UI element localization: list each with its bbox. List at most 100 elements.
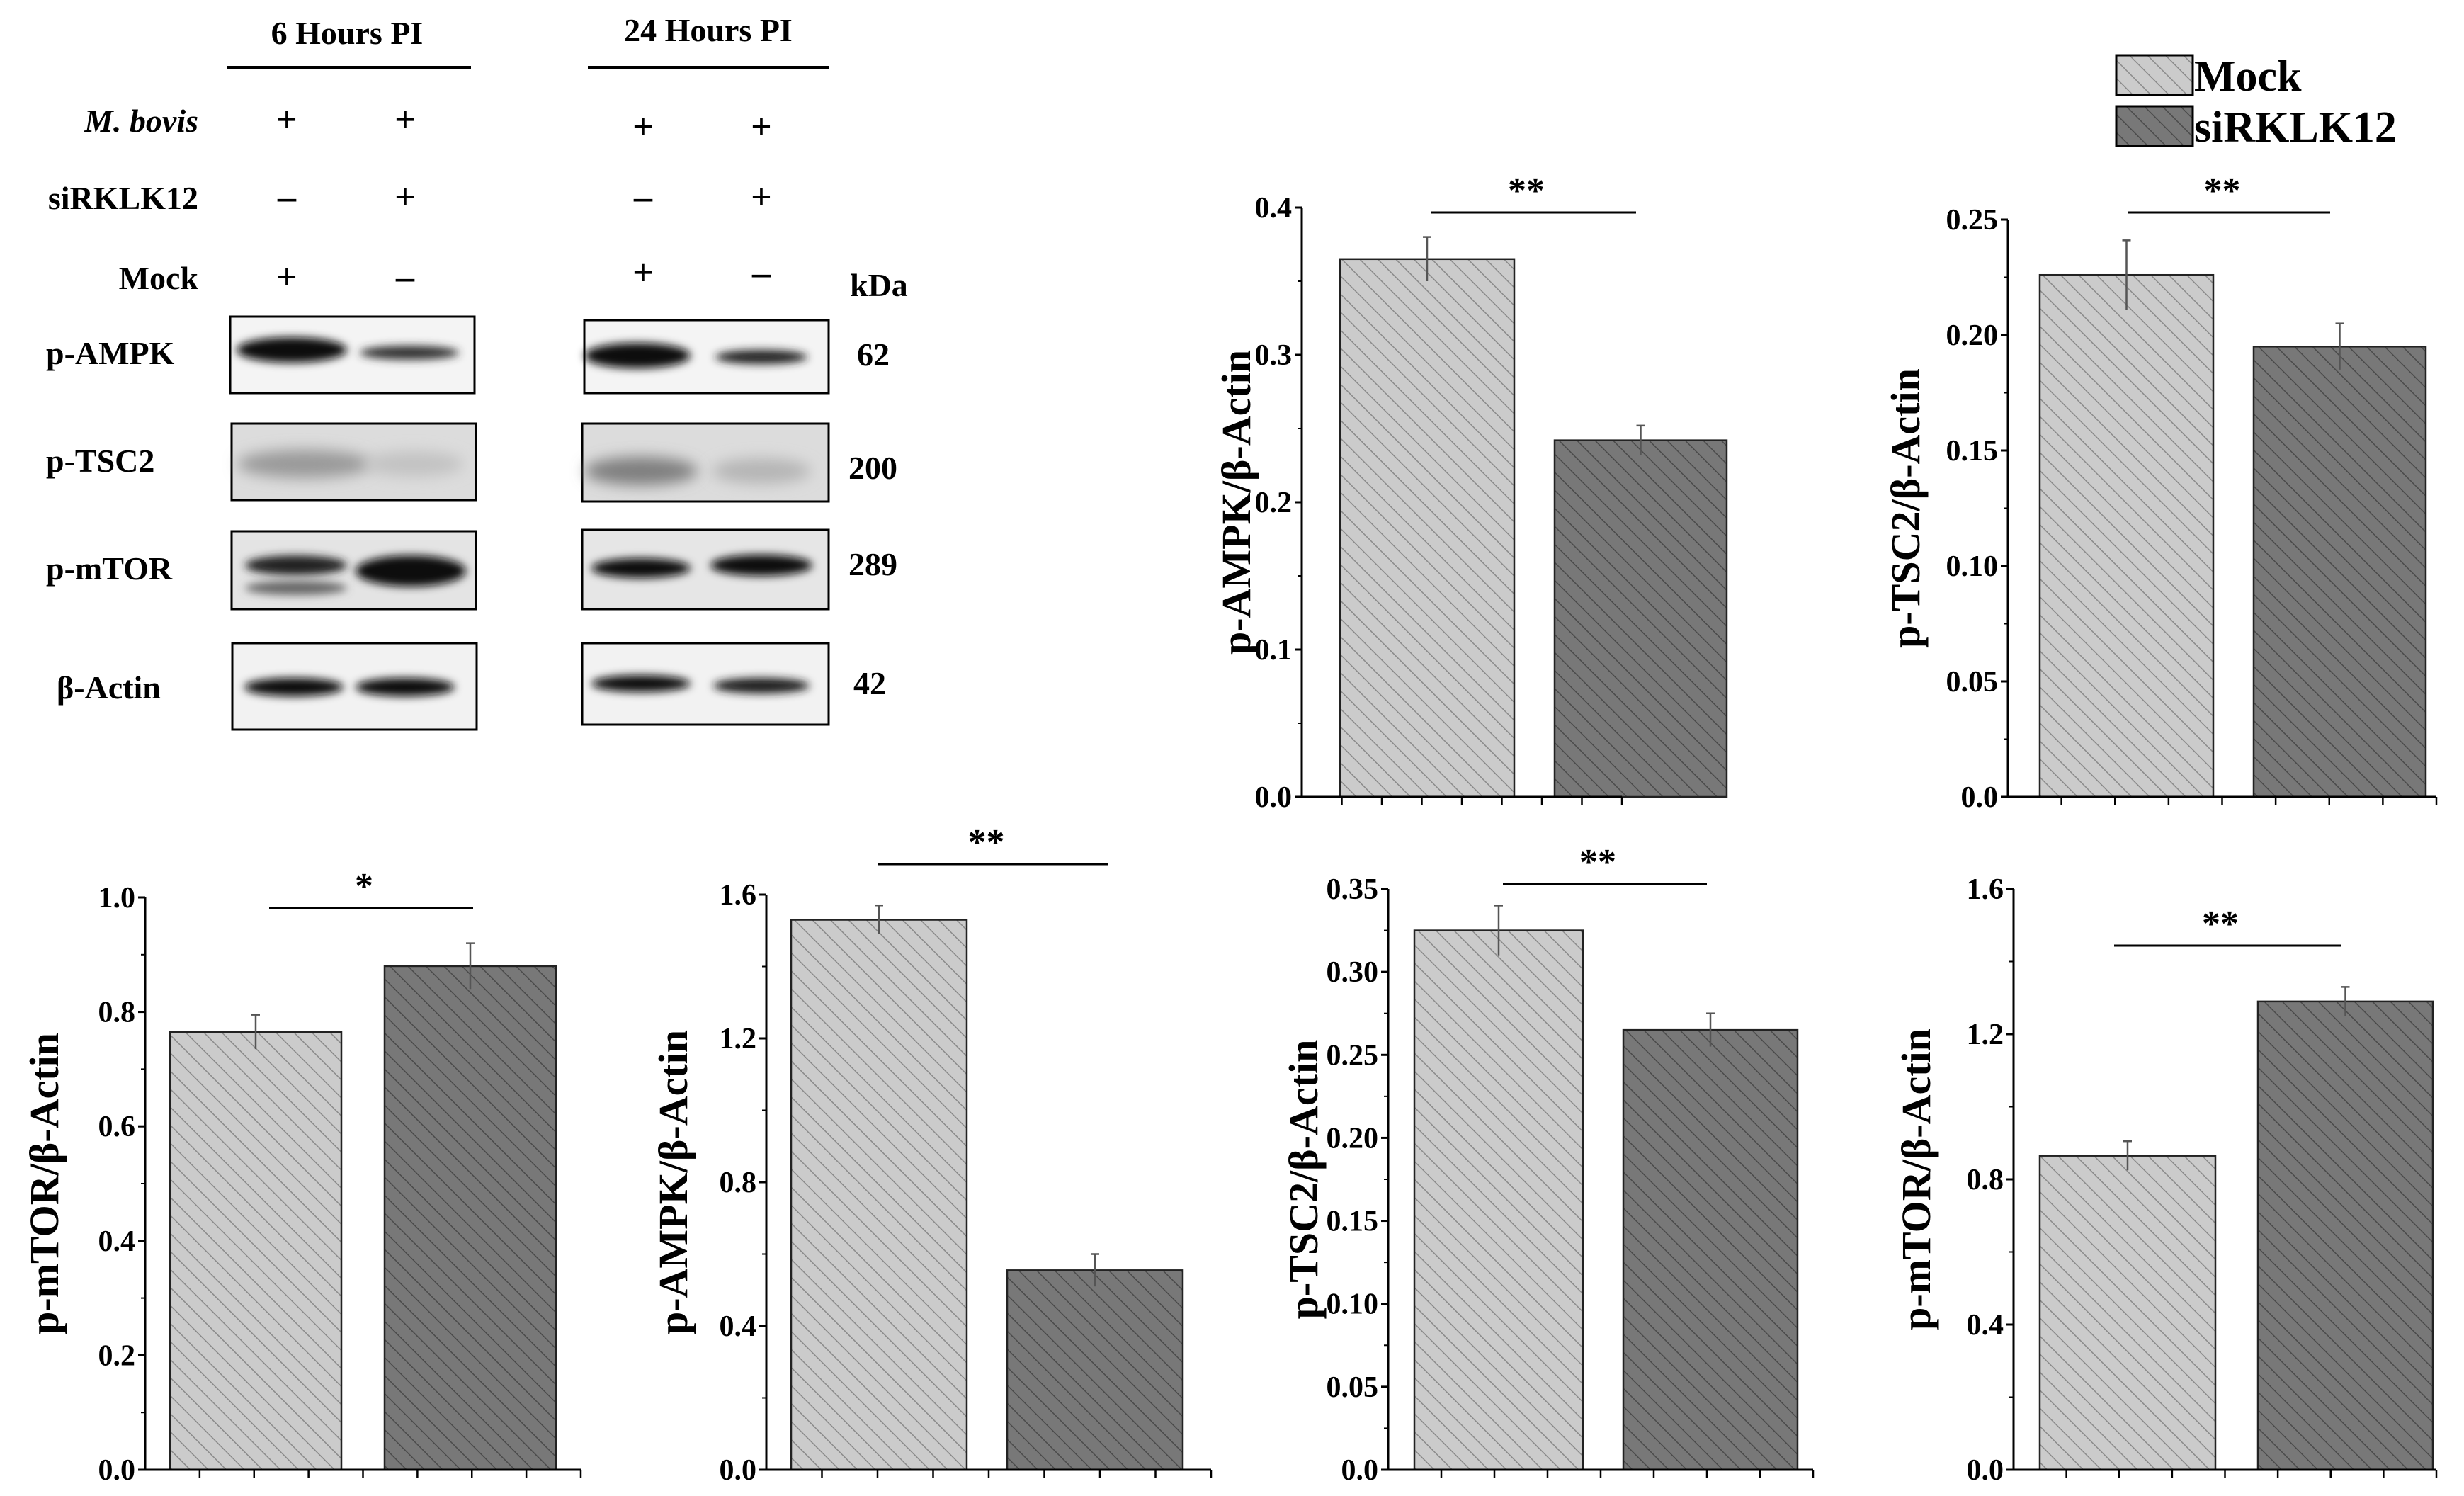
y-axis-label: p-mTOR/β-Actin [1893, 1028, 1939, 1330]
sign-mock-lane2: – [395, 257, 415, 298]
error-bar-mock [1494, 905, 1503, 956]
error-bar-mock [1423, 236, 1431, 281]
bar-mock [2038, 1155, 2217, 1471]
y-axis-label: p-TSC2/β-Actin [1883, 368, 1929, 648]
blot-image-p-ampk-6h [229, 315, 476, 395]
legend-label-mock: Mock [2194, 52, 2302, 101]
y-tick-label: 0.4 [720, 1310, 757, 1343]
y-tick-label: 0.4 [98, 1225, 136, 1258]
bar-sirklk12 [1006, 1269, 1184, 1471]
y-tick-label: 0.20 [1327, 1122, 1379, 1155]
sign-mock-lane3: + [632, 253, 654, 293]
bar-mock [2038, 273, 2215, 798]
condition-label-mock: Mock [119, 260, 199, 296]
y-tick-label: 0.0 [1341, 1454, 1379, 1487]
error-bar-sirklk12 [466, 942, 475, 990]
sign-mbovis-lane2: + [394, 100, 416, 140]
sign-mock-lane1: + [276, 257, 297, 298]
y-tick-label: 0.25 [1327, 1039, 1379, 1072]
protein-label-p-ampk: p-AMPK [46, 335, 175, 371]
sign-sirklk12-lane1: – [277, 177, 297, 217]
y-tick-label: 0.1 [1255, 634, 1293, 667]
sign-sirklk12-lane3: – [633, 177, 653, 217]
bar-sirklk12 [1553, 439, 1728, 798]
bar-mock [790, 919, 968, 1471]
bar-mock [1339, 258, 1516, 798]
bar-sirklk12 [1622, 1028, 1799, 1471]
y-axis-label: p-mTOR/β-Actin [21, 1033, 67, 1334]
y-tick-label: 0.2 [98, 1339, 136, 1372]
y-tick-label: 0.25 [1946, 204, 1999, 237]
y-tick-label: 0.05 [1327, 1371, 1379, 1404]
y-axis-label: p-AMPK/β-Actin [1213, 350, 1259, 654]
y-tick-label: 0.6 [98, 1111, 136, 1143]
bar-chart-3: 0.0 0.2 0.4 0.6 0.8 1.0 p-mTOR/β-Actin * [21, 866, 582, 1487]
error-bar-sirklk12 [2341, 986, 2350, 1016]
sign-mbovis-lane4: + [751, 107, 772, 147]
significance-marker: ** [2204, 171, 2241, 211]
y-axis-label: p-AMPK/β-Actin [650, 1030, 696, 1334]
y-tick-label: 0.35 [1327, 873, 1379, 906]
y-tick-label: 0.20 [1946, 319, 1999, 352]
y-tick-label: 1.6 [1967, 873, 2004, 906]
kda-value-p-mtor: 289 [848, 546, 897, 582]
blot-image-p-mtor-6h [230, 530, 477, 611]
y-axis-label: p-TSC2/β-Actin [1281, 1040, 1327, 1320]
significance-marker: * [355, 866, 373, 907]
significance-marker: ** [2202, 904, 2239, 944]
kda-value-p-tsc2: 200 [848, 450, 897, 486]
y-tick-label: 1.2 [1967, 1019, 2004, 1051]
blot-image-beta-actin-24h [581, 642, 830, 726]
legend-swatch-mock [2115, 54, 2194, 96]
bar-chart-4: 0.0 0.4 0.8 1.2 1.6 p-AMPK/β-Actin ** [650, 822, 1213, 1487]
y-tick-label: 0.05 [1946, 666, 1999, 698]
kda-value-beta-actin: 42 [853, 665, 886, 701]
protein-label-p-tsc2: p-TSC2 [46, 443, 154, 479]
sign-mbovis-lane1: + [276, 100, 297, 140]
y-tick-label: 0.8 [98, 997, 136, 1029]
y-tick-label: 0.0 [1255, 781, 1293, 814]
significance-marker: ** [968, 822, 1005, 863]
time-header-6h: 6 Hours PI [271, 15, 424, 51]
y-tick-label: 0.4 [1255, 192, 1293, 225]
y-tick-label: 0.8 [1967, 1164, 2004, 1196]
bar-chart-2: 0.0 0.05 0.10 0.15 0.20 0.25 p-TSC2/β-Actin ** [1883, 171, 2438, 814]
blot-image-p-tsc2-24h [581, 422, 830, 503]
y-tick-label: 1.0 [98, 882, 136, 914]
time-header-24h: 24 Hours PI [624, 12, 793, 48]
condition-signs: + + + + – + – + + – + – [276, 100, 772, 298]
bar-sirklk12 [2256, 1000, 2434, 1471]
y-tick-label: 1.6 [720, 879, 757, 912]
error-bar-sirklk12 [1091, 1253, 1099, 1287]
legend-label-sirklk12: siRKLK12 [2194, 103, 2397, 152]
bar-mock [169, 1031, 343, 1471]
y-tick-label: 0.0 [1961, 781, 1999, 814]
y-tick-label: 0.10 [1327, 1288, 1379, 1321]
protein-label-beta-actin: β-Actin [57, 669, 161, 706]
blot-image-beta-actin-6h [231, 642, 478, 731]
sign-sirklk12-lane4: + [751, 177, 772, 217]
sign-mock-lane4: – [751, 253, 771, 293]
bar-mock [1413, 929, 1584, 1471]
blot-image-p-mtor-24h [581, 528, 830, 611]
protein-label-p-mtor: p-mTOR [46, 550, 173, 586]
error-bar-mock [875, 904, 883, 934]
kda-value-p-ampk: 62 [857, 336, 890, 373]
error-bar-mock [2123, 1140, 2132, 1171]
y-tick-label: 0.15 [1946, 435, 1999, 468]
y-tick-label: 0.3 [1255, 339, 1293, 372]
y-tick-label: 0.0 [720, 1454, 757, 1487]
y-tick-label: 0.30 [1327, 956, 1379, 989]
bar-sirklk12 [383, 965, 557, 1471]
y-tick-label: 0.10 [1946, 550, 1999, 583]
condition-label-mbovis: M. bovis [84, 103, 198, 139]
bar-sirklk12 [2252, 346, 2427, 798]
error-bar-mock [2122, 239, 2131, 310]
sign-mbovis-lane3: + [632, 107, 654, 147]
y-tick-label: 0.4 [1967, 1309, 2004, 1342]
y-tick-label: 0.15 [1327, 1206, 1379, 1238]
y-tick-label: 1.2 [720, 1023, 757, 1055]
condition-label-sirklk12: siRKLK12 [48, 180, 198, 216]
kda-label: kDa [850, 267, 908, 303]
